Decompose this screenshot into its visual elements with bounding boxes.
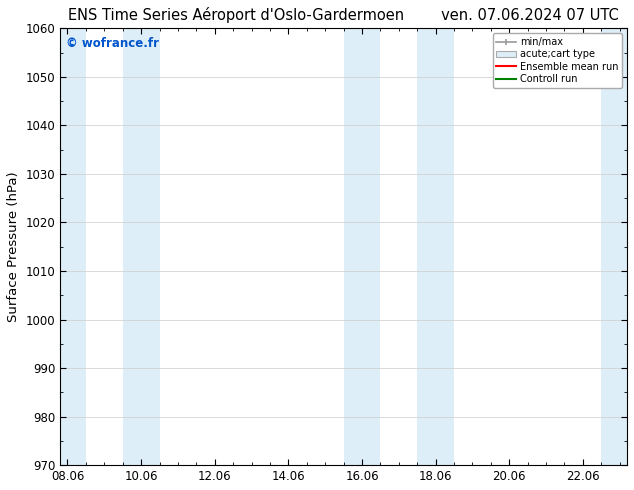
Text: © wofrance.fr: © wofrance.fr <box>66 37 158 50</box>
Bar <box>601 28 627 465</box>
Legend: min/max, acute;cart type, Ensemble mean run, Controll run: min/max, acute;cart type, Ensemble mean … <box>493 33 622 88</box>
Title: ENS Time Series Aéroport d'Oslo-Gardermoen        ven. 07.06.2024 07 UTC: ENS Time Series Aéroport d'Oslo-Gardermo… <box>68 7 619 23</box>
Bar <box>417 28 454 465</box>
Bar <box>344 28 380 465</box>
Bar <box>60 28 86 465</box>
Bar <box>123 28 160 465</box>
Y-axis label: Surface Pressure (hPa): Surface Pressure (hPa) <box>7 172 20 322</box>
